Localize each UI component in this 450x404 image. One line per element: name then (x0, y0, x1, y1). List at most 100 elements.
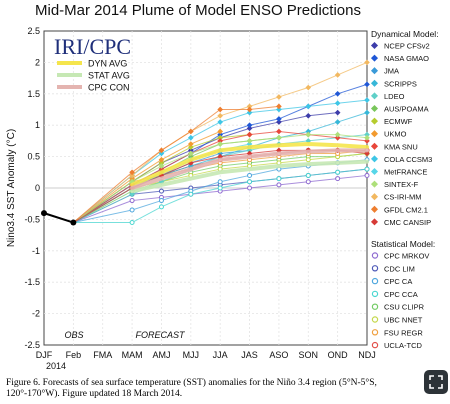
dyn-legend-marker (370, 205, 379, 213)
dyn-legend-label: NASA GMAO (384, 54, 429, 63)
model-point (276, 119, 282, 125)
model-point (246, 125, 253, 132)
dyn-legend-label: CMC CANSIP (384, 218, 431, 227)
model-point (305, 84, 312, 91)
model-point (276, 103, 282, 110)
stat-legend-marker (371, 265, 379, 272)
year-label: 2014 (46, 361, 66, 371)
model-point (187, 128, 194, 135)
dyn-legend-marker (370, 104, 379, 113)
model-point (334, 100, 341, 107)
y-tick-label: -2 (32, 309, 40, 319)
stat-legend-marker (371, 252, 379, 259)
model-point (276, 182, 282, 188)
stat-legend-label: CDC LIM (384, 264, 415, 273)
model-point (217, 119, 224, 125)
model-point (276, 134, 282, 141)
x-tick-label: FMA (93, 350, 112, 360)
model-point (305, 128, 312, 135)
y-axis-label: Nino3.4 SST Anomaly (°C) (6, 129, 17, 247)
model-point (364, 138, 370, 144)
x-tick-label: DJF (36, 350, 53, 360)
avg-legend-label: CPC CON (88, 83, 130, 93)
model-point (305, 157, 311, 163)
y-tick-label: 2 (35, 57, 40, 67)
stat-legend-marker (371, 303, 379, 310)
y-tick-label: 1.5 (27, 89, 40, 99)
dyn-legend-marker (370, 67, 379, 75)
dyn-legend-label: UKMO (384, 130, 407, 139)
dyn-legend-marker (370, 79, 379, 87)
observed-point (41, 210, 47, 217)
avg-line-1 (130, 159, 369, 194)
x-tick-label: SON (299, 350, 319, 360)
dyn-legend-marker (370, 142, 379, 150)
dyn-legend-marker (370, 117, 379, 125)
chart-title: Mid-Mar 2014 Plume of Model ENSO Predict… (35, 2, 361, 19)
model-point (217, 131, 224, 138)
dynamical-legend-title: Dynamical Model: (371, 29, 439, 39)
x-axis-ticks: DJF Feb FMA MAM AMJ MJJ JJA JAS ASO SON OND NDJ (36, 350, 376, 360)
avg-line-0 (130, 142, 369, 187)
model-point (334, 72, 341, 78)
dyn-legend-label: LDEO (384, 92, 405, 101)
y-tick-label: -1 (32, 246, 40, 256)
model-point (305, 172, 311, 178)
stat-legend-label: UCLA-TCD (384, 341, 423, 350)
model-point (158, 204, 164, 210)
y-tick-label: -1.5 (24, 277, 40, 287)
model-point (305, 112, 312, 119)
y-tick-label: 2.5 (27, 26, 40, 36)
figure-caption: Figure 6. Forecasts of sea surface tempe… (6, 378, 377, 399)
fullscreen-button[interactable] (424, 370, 448, 394)
stat-legend-marker (371, 341, 379, 349)
model-point (305, 131, 312, 138)
avg-legend-label: STAT AVG (88, 71, 130, 81)
model-point (188, 191, 194, 197)
model-point (247, 185, 253, 191)
x-tick-label: Feb (66, 350, 82, 360)
dyn-legend-marker (370, 130, 379, 138)
stat-legend-marker (371, 316, 379, 323)
dyn-legend-label: SCRIPPS (384, 79, 417, 88)
model-point (217, 134, 224, 141)
y-tick-label: -2.5 (24, 340, 40, 350)
stat-legend-label: FSU REGR (384, 328, 423, 337)
model-point (246, 106, 253, 113)
y-tick-label: 0 (35, 183, 40, 193)
model-point (158, 163, 165, 169)
model-point (276, 116, 282, 122)
x-tick-label: ASO (269, 350, 288, 360)
avg-line-2 (130, 148, 369, 190)
x-tick-label: NDJ (358, 350, 376, 360)
model-point (276, 128, 282, 135)
grid (44, 31, 367, 345)
model-point (305, 179, 311, 185)
dyn-legend-label: AUS/POAMA (384, 105, 429, 114)
model-point (246, 131, 253, 138)
model-point (364, 172, 370, 178)
model-line-stat-0 (73, 174, 368, 224)
model-point (247, 179, 253, 185)
model-point (158, 198, 164, 204)
model-point (217, 128, 224, 135)
stat-legend-label: CPC MRKOV (384, 252, 429, 261)
model-point (247, 172, 253, 178)
x-tick-label: AMJ (152, 350, 170, 360)
x-tick-label: JAS (241, 350, 258, 360)
dynamical-model-legend: NCEP CFSv2 NASA GMAO JMA SCRIPPS LDEO AUS/POA… (370, 42, 432, 227)
x-tick-label: JJA (213, 350, 228, 360)
model-point (334, 134, 341, 141)
stat-legend-marker (371, 290, 379, 298)
model-point (335, 176, 341, 182)
stat-legend-label: CSU CLIPR (384, 303, 425, 312)
y-tick-label: 1 (35, 120, 40, 130)
forecast-label: FORECAST (135, 330, 186, 340)
model-point (217, 185, 223, 191)
model-line-stat-3 (73, 168, 368, 224)
model-point (187, 144, 194, 151)
observed-line-path (43, 212, 74, 224)
statistical-model-legend: CPC MRKOV CDC LIM CPC CA CPC CCA CSU CLIPR UB… (371, 252, 429, 350)
stat-legend-marker (371, 277, 379, 285)
